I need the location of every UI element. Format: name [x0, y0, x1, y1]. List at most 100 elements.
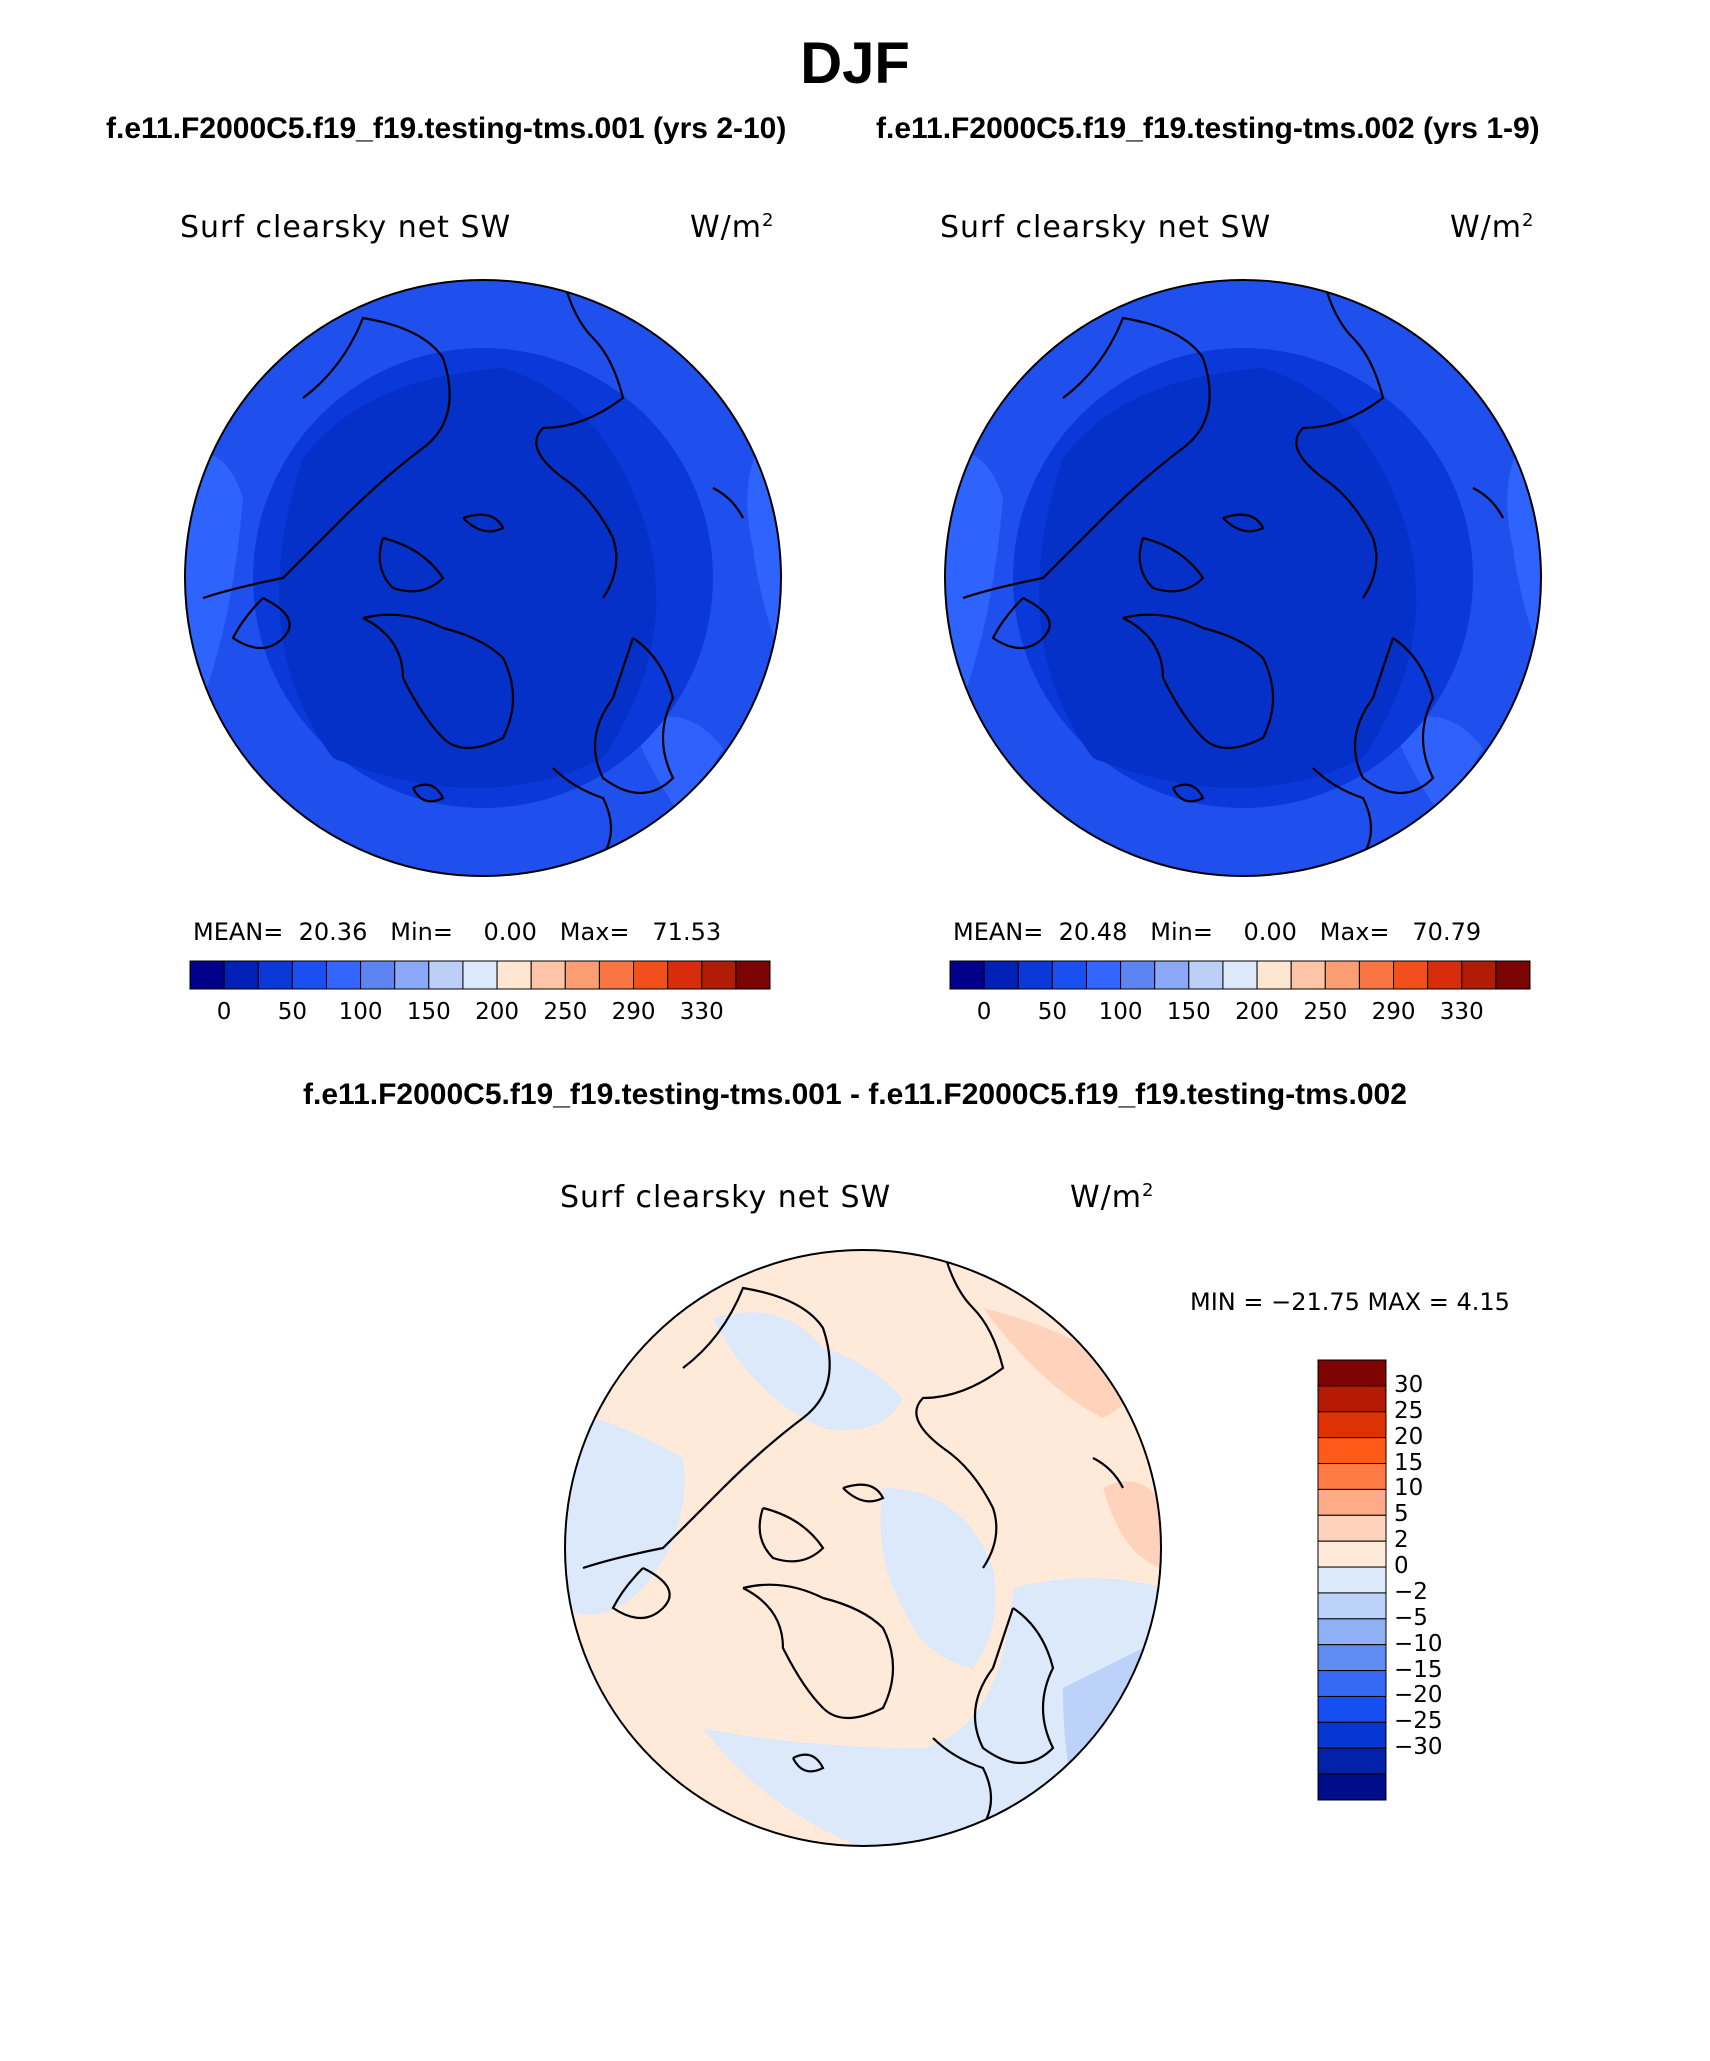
colorbar-swatch [1317, 1618, 1387, 1646]
colorbar-tick-label: 15 [1394, 1449, 1424, 1476]
colorbar-swatch [1317, 1385, 1387, 1413]
colorbar-swatch [1317, 1514, 1387, 1542]
colorbar-swatch [189, 960, 225, 990]
colorbar-swatch [1317, 1592, 1387, 1620]
colorbar-tick-label: −30 [1394, 1734, 1443, 1761]
colorbar-swatch [257, 960, 293, 990]
colorbar-tick-label: 200 [1235, 999, 1279, 1025]
colorbar-swatch [530, 960, 566, 990]
colorbar-tick-label: −2 [1394, 1578, 1428, 1605]
colorbar-tick-label: −5 [1394, 1604, 1428, 1631]
colorbar-difference [1317, 1359, 1387, 1801]
panel1-stats: MEAN= 20.36 Min= 0.00 Max= 71.53 [193, 918, 722, 946]
panel3-units-label: W/m2 [1070, 1180, 1155, 1215]
colorbar-swatch [291, 960, 327, 990]
colorbar-tick-label: 0 [216, 999, 232, 1025]
colorbar-swatch [1461, 960, 1497, 990]
colorbar-tick-label: −25 [1394, 1708, 1443, 1735]
colorbar-tick-label: 150 [406, 999, 451, 1025]
colorbar-swatch [223, 960, 259, 990]
colorbar-tick-label: 330 [1439, 999, 1484, 1025]
colorbar-tick-label: −20 [1394, 1682, 1443, 1709]
colorbar-swatch [1393, 960, 1429, 990]
arctic-map-difference [564, 1249, 1162, 1847]
arctic-map-case2 [944, 279, 1542, 877]
colorbar-swatch [1120, 960, 1156, 990]
colorbar-swatch [325, 960, 362, 990]
panel3-variable-label: Surf clearsky net SW [560, 1180, 892, 1215]
colorbar-swatch [1222, 960, 1258, 990]
colorbar-swatch [983, 960, 1019, 990]
colorbar-swatch [598, 960, 635, 990]
colorbar-tick-label: 290 [1371, 999, 1416, 1025]
colorbar-swatch [1317, 1721, 1387, 1749]
colorbar-swatch [1317, 1773, 1387, 1801]
colorbar-tick-label: 20 [1394, 1423, 1424, 1450]
colorbar-swatch [1317, 1747, 1387, 1775]
colorbar-tick-label: 100 [1098, 999, 1143, 1025]
colorbar-tick-label: 25 [1394, 1397, 1424, 1424]
colorbar-swatch [360, 960, 396, 990]
colorbar-swatch [1317, 1670, 1387, 1697]
colorbar-swatch [1317, 1644, 1387, 1672]
colorbar-tick-label: 100 [338, 999, 383, 1025]
season-title: DJF [800, 31, 910, 96]
colorbar-swatch [1085, 960, 1122, 990]
difference-minmax: MIN = −21.75 MAX = 4.15 [1190, 1288, 1510, 1316]
colorbar-swatch [633, 960, 669, 990]
colorbar-swatch [735, 960, 771, 990]
case1-title: f.e11.F2000C5.f19_f19.testing-tms.001 (y… [106, 112, 787, 145]
colorbar-tick-label: −10 [1394, 1630, 1443, 1657]
case2-title: f.e11.F2000C5.f19_f19.testing-tms.002 (y… [876, 112, 1540, 145]
colorbar-swatch [1317, 1411, 1387, 1439]
arctic-map-case1 [184, 279, 782, 877]
colorbar-swatch [1317, 1437, 1387, 1465]
colorbar-swatch [1427, 960, 1463, 990]
colorbar-swatch [1017, 960, 1053, 990]
coastlines [582, 1250, 1124, 1839]
colorbar-swatch [1324, 960, 1360, 990]
colorbar-tick-label: 0 [976, 999, 992, 1025]
colorbar-swatch [949, 960, 985, 990]
colorbar-swatch [1290, 960, 1326, 990]
colorbar-tick-label: −15 [1394, 1656, 1443, 1683]
colorbar-swatch [428, 960, 464, 990]
colorbar-tick-label: 50 [1037, 999, 1067, 1025]
colorbar-tick-label: 150 [1166, 999, 1211, 1025]
colorbar-swatch [1358, 960, 1395, 990]
colorbar-tick-label: 250 [543, 999, 588, 1025]
colorbar-tick-label: 2 [1394, 1527, 1409, 1554]
colorbar-swatch [1317, 1540, 1387, 1568]
colorbar-tick-label: 250 [1303, 999, 1348, 1025]
panel1-variable-label: Surf clearsky net SW [180, 210, 512, 245]
panel2-stats: MEAN= 20.48 Min= 0.00 Max= 70.79 [953, 918, 1482, 946]
colorbar-swatch [1154, 960, 1190, 990]
colorbar-swatch [394, 960, 430, 990]
map2-border [944, 279, 1542, 877]
colorbar-tick-label: 200 [475, 999, 519, 1025]
colorbar-swatch [701, 960, 737, 990]
colorbar-tick-label: 0 [1394, 1553, 1409, 1580]
colorbar-case1 [189, 960, 771, 990]
colorbar-swatch [1317, 1488, 1387, 1516]
colorbar-swatch [1051, 960, 1087, 990]
colorbar-swatch [496, 960, 532, 990]
colorbar-tick-label: 50 [277, 999, 307, 1025]
colorbar-tick-label: 330 [679, 999, 724, 1025]
colorbar-tick-label: 30 [1394, 1371, 1424, 1398]
coastlines [962, 280, 1504, 869]
panel1-units-label: W/m2 [690, 210, 775, 245]
colorbar-swatch [1317, 1695, 1387, 1723]
colorbar-swatch [462, 960, 498, 990]
colorbar-swatch [1188, 960, 1224, 990]
colorbar-tick-label: 10 [1394, 1475, 1424, 1502]
colorbar-swatch [564, 960, 600, 990]
colorbar-swatch [1256, 960, 1292, 990]
colorbar-case2 [949, 960, 1531, 990]
colorbar-tick-label: 5 [1394, 1501, 1409, 1528]
difference-title: f.e11.F2000C5.f19_f19.testing-tms.001 - … [303, 1078, 1407, 1111]
colorbar-tick-label: 290 [611, 999, 656, 1025]
map3-border [564, 1249, 1162, 1847]
colorbar-swatch [1317, 1566, 1387, 1594]
panel2-units-label: W/m2 [1450, 210, 1535, 245]
